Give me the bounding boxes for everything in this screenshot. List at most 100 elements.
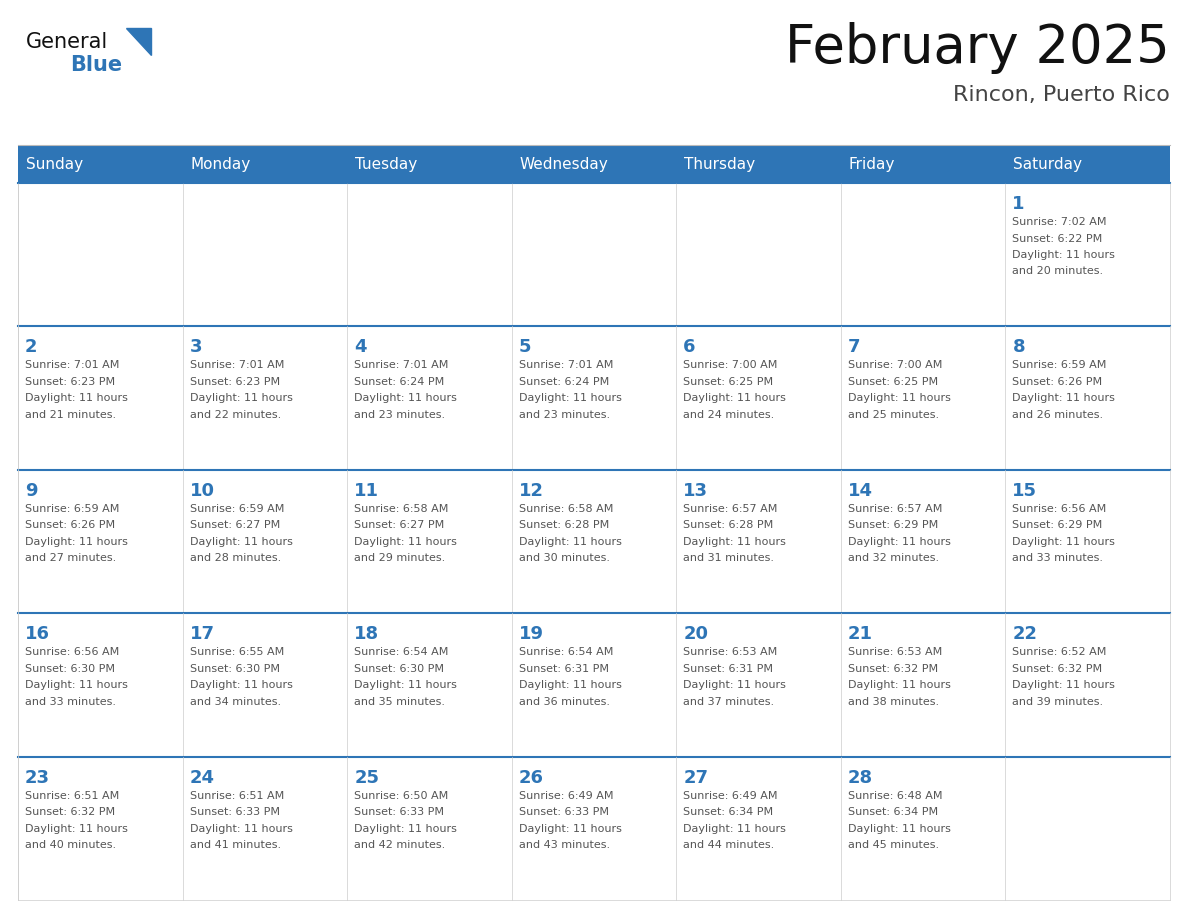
Bar [841,756,1005,900]
Text: 22: 22 [1012,625,1037,644]
Bar [18,613,183,756]
Text: and 25 minutes.: and 25 minutes. [848,410,939,420]
Text: and 20 minutes.: and 20 minutes. [1012,266,1104,276]
Text: 7: 7 [848,339,860,356]
Text: 16: 16 [25,625,50,644]
Text: Daylight: 11 hours: Daylight: 11 hours [354,394,457,403]
Bar [841,145,1005,183]
Bar [347,145,512,183]
Text: Sunrise: 6:54 AM: Sunrise: 6:54 AM [519,647,613,657]
Text: Sunset: 6:22 PM: Sunset: 6:22 PM [1012,233,1102,243]
Text: 11: 11 [354,482,379,499]
Bar [1005,183,1170,327]
Bar [1005,327,1170,470]
Text: 4: 4 [354,339,367,356]
Text: Sunrise: 6:59 AM: Sunrise: 6:59 AM [25,504,119,514]
Bar [1005,756,1170,900]
Text: Sunset: 6:26 PM: Sunset: 6:26 PM [25,521,115,531]
Bar [676,470,841,613]
Text: 20: 20 [683,625,708,644]
Text: Sunrise: 6:48 AM: Sunrise: 6:48 AM [848,790,942,800]
Bar [18,145,183,183]
Text: 12: 12 [519,482,544,499]
Text: Daylight: 11 hours: Daylight: 11 hours [848,394,950,403]
Bar [347,756,512,900]
Bar [676,613,841,756]
Text: and 23 minutes.: and 23 minutes. [519,410,609,420]
Bar [183,327,347,470]
Text: Blue: Blue [70,55,122,75]
Text: Tuesday: Tuesday [355,156,417,172]
Bar [183,145,347,183]
Bar [183,470,347,613]
Text: Friday: Friday [849,156,896,172]
Bar [512,183,676,327]
Text: Sunset: 6:24 PM: Sunset: 6:24 PM [354,377,444,386]
Text: Daylight: 11 hours: Daylight: 11 hours [848,680,950,690]
Bar [676,183,841,327]
Text: Sunrise: 7:01 AM: Sunrise: 7:01 AM [25,361,119,370]
Bar [18,327,183,470]
Text: Sunrise: 6:58 AM: Sunrise: 6:58 AM [354,504,449,514]
Text: and 32 minutes.: and 32 minutes. [848,554,939,564]
Bar [183,756,347,900]
Text: Sunrise: 6:50 AM: Sunrise: 6:50 AM [354,790,448,800]
Text: 24: 24 [190,768,215,787]
Bar [347,470,512,613]
Text: 19: 19 [519,625,544,644]
Text: Sunrise: 6:53 AM: Sunrise: 6:53 AM [683,647,777,657]
Bar [512,613,676,756]
Text: Sunset: 6:26 PM: Sunset: 6:26 PM [1012,377,1102,386]
Bar [18,470,183,613]
Text: and 33 minutes.: and 33 minutes. [25,697,116,707]
Bar [676,756,841,900]
Text: and 44 minutes.: and 44 minutes. [683,840,775,850]
Text: Sunset: 6:23 PM: Sunset: 6:23 PM [190,377,279,386]
Bar [676,145,841,183]
Text: Sunset: 6:34 PM: Sunset: 6:34 PM [848,807,939,817]
Text: and 26 minutes.: and 26 minutes. [1012,410,1104,420]
Bar [347,183,512,327]
Text: Sunset: 6:29 PM: Sunset: 6:29 PM [848,521,939,531]
Text: Daylight: 11 hours: Daylight: 11 hours [354,680,457,690]
Bar [841,470,1005,613]
Text: Daylight: 11 hours: Daylight: 11 hours [519,394,621,403]
Text: Sunday: Sunday [26,156,83,172]
Text: 27: 27 [683,768,708,787]
Text: Sunset: 6:33 PM: Sunset: 6:33 PM [354,807,444,817]
Text: and 23 minutes.: and 23 minutes. [354,410,446,420]
Text: Daylight: 11 hours: Daylight: 11 hours [683,680,786,690]
Text: Daylight: 11 hours: Daylight: 11 hours [190,537,292,547]
Text: Sunrise: 7:00 AM: Sunrise: 7:00 AM [848,361,942,370]
Text: Monday: Monday [190,156,251,172]
Text: and 30 minutes.: and 30 minutes. [519,554,609,564]
Text: and 40 minutes.: and 40 minutes. [25,840,116,850]
Text: Sunrise: 6:58 AM: Sunrise: 6:58 AM [519,504,613,514]
Text: and 43 minutes.: and 43 minutes. [519,840,609,850]
Text: 23: 23 [25,768,50,787]
Text: Sunrise: 7:01 AM: Sunrise: 7:01 AM [354,361,449,370]
Bar [18,183,183,327]
Text: Sunset: 6:27 PM: Sunset: 6:27 PM [190,521,280,531]
Text: Sunset: 6:29 PM: Sunset: 6:29 PM [1012,521,1102,531]
Text: 25: 25 [354,768,379,787]
Text: and 39 minutes.: and 39 minutes. [1012,697,1104,707]
Text: Daylight: 11 hours: Daylight: 11 hours [1012,537,1116,547]
Bar [841,613,1005,756]
Text: Sunrise: 7:01 AM: Sunrise: 7:01 AM [190,361,284,370]
Bar [183,613,347,756]
Bar [1005,613,1170,756]
Text: 2: 2 [25,339,38,356]
Text: 5: 5 [519,339,531,356]
Text: Sunset: 6:32 PM: Sunset: 6:32 PM [1012,664,1102,674]
Bar [1005,470,1170,613]
Text: 14: 14 [848,482,873,499]
Text: 10: 10 [190,482,215,499]
Text: 13: 13 [683,482,708,499]
Text: Daylight: 11 hours: Daylight: 11 hours [519,537,621,547]
Text: Sunrise: 6:56 AM: Sunrise: 6:56 AM [1012,504,1107,514]
Bar [347,613,512,756]
Text: Sunrise: 6:51 AM: Sunrise: 6:51 AM [190,790,284,800]
Text: Daylight: 11 hours: Daylight: 11 hours [1012,250,1116,260]
Text: and 33 minutes.: and 33 minutes. [1012,554,1104,564]
